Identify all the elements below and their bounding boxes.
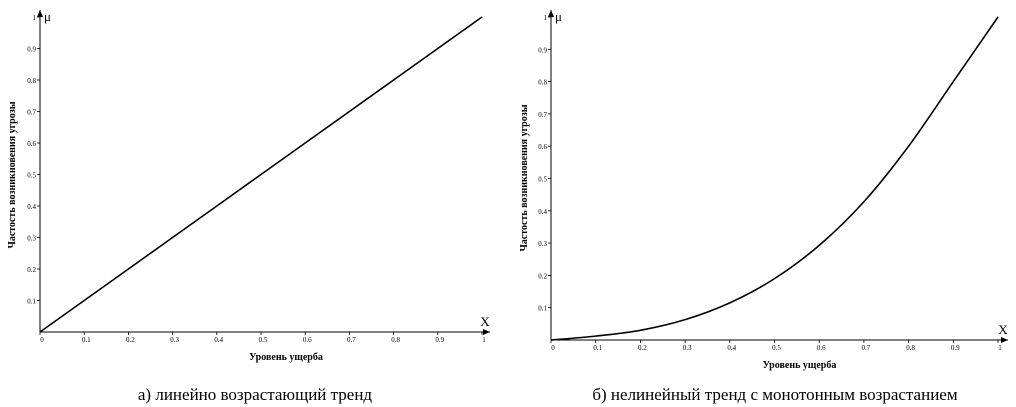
x-tick-label: 0.3 [683,344,692,352]
x-axis-letter: X [998,322,1008,337]
x-tick-label: 0 [551,344,555,352]
y-tick-label: 0.4 [27,203,36,211]
y-axis-arrow [548,10,554,17]
x-axis-title: Уровень ущерба [249,352,323,363]
x-tick-label: 0.8 [391,336,400,344]
y-axis-letter: μ [555,9,562,24]
y-axis-title: Частость возникновения угрозы [7,101,18,248]
y-tick-label: 0.6 [27,140,36,148]
x-tick-label: 0.5 [772,344,781,352]
x-axis-arrow [483,329,490,335]
x-tick-label: 0.4 [727,344,736,352]
x-tick-label: 0.1 [593,344,602,352]
y-tick-label: 0.5 [538,176,547,184]
y-tick-label: 0.8 [27,77,36,85]
x-tick-label: 0.1 [82,336,91,344]
x-tick-label: 0.9 [435,336,444,344]
series-line [550,16,999,341]
chart-nonlinear-trend: 0 0.1 0.2 0.3 0.4 0.5 0.6 0.7 0.8 0.9 1 0.1 0.2 0.3 0.… [519,9,1008,404]
chart-caption: а) линейно возрастающий тренд [138,385,373,404]
y-tick-label: 0.6 [538,143,547,151]
x-tick-label: 0.4 [214,336,223,344]
x-tick-label: 0.8 [906,344,915,352]
y-tick-label: 0.5 [27,172,36,180]
y-axis-letter: μ [44,9,51,24]
y-tick-label: 1 [33,14,37,22]
x-axis-arrow [1001,337,1008,343]
y-tick-label: 0.3 [538,240,547,248]
x-tick-label: 0 [40,336,44,344]
y-tick-label: 0.1 [538,305,547,313]
x-tick-label: 0.5 [259,336,268,344]
y-tick-label: 1 [544,14,548,22]
x-tick-label: 1 [482,336,486,344]
y-axis-arrow [37,10,43,17]
x-tick-label: 0.6 [817,344,826,352]
x-axis-letter: X [480,314,490,329]
x-axis-title: Уровень ущерба [763,360,837,371]
x-tick-label: 0.7 [862,344,871,352]
y-axis-title: Частость возникновения угрозы [519,104,530,251]
x-tick-label: 0.2 [638,344,647,352]
y-tick-label: 0.7 [538,111,547,119]
x-tick-label: 0.6 [303,336,312,344]
chart-caption: б) нелинейный тренд с монотонным возраст… [592,385,957,404]
y-tick-label: 0.2 [27,266,36,274]
x-tick-label: 1 [998,344,1002,352]
y-tick-label: 0.7 [27,109,36,117]
y-tick-label: 0.1 [27,298,36,306]
chart-linear-trend: 0 0.1 0.2 0.3 0.4 0.5 0.6 0.7 0.8 0.9 1 0.1 0.2 0.3 0.… [7,9,490,404]
x-tick-label: 0.7 [347,336,356,344]
y-tick-label: 0.4 [538,208,547,216]
y-tick-label: 0.8 [538,79,547,87]
x-tick-label: 0.2 [126,336,135,344]
y-tick-label: 0.9 [27,46,36,54]
series-line [39,16,483,333]
y-tick-label: 0.9 [538,46,547,54]
x-tick-label: 0.3 [170,336,179,344]
x-tick-label: 0.9 [951,344,960,352]
y-tick-label: 0.3 [27,235,36,243]
y-tick-label: 0.2 [538,272,547,280]
